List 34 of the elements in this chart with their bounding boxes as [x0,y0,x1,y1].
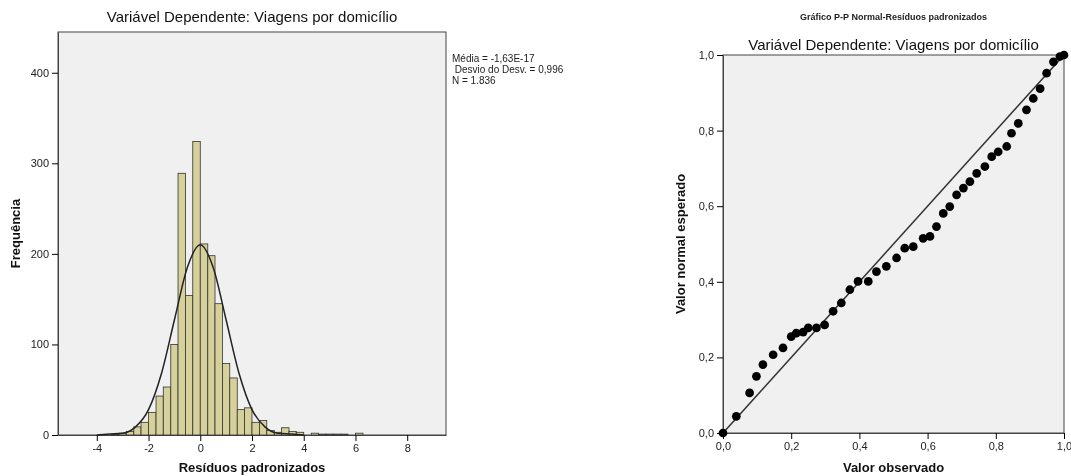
y-tick-label: 0 [42,429,49,442]
y-tick-label: 0,4 [698,275,714,288]
x-tick-label: -2 [144,441,154,454]
x-tick-label: 4 [301,441,308,454]
y-tick-label: 0,8 [698,124,714,137]
y-tick-label: 300 [30,157,49,170]
x-tick-label: 2 [249,441,256,454]
y-axis-title: Frequência [8,198,23,269]
chart-subtitle: Variável Dependente: Viagens por domicílio [748,36,1039,53]
x-axis-title: Valor observado [842,460,945,475]
y-tick-label: 200 [30,247,49,260]
x-tick-label: 0,6 [920,439,936,452]
chart-title: Variável Dependente: Viagens por domicílio [106,8,398,25]
y-tick-label: 1,0 [698,49,714,62]
x-tick-label: 0,2 [784,439,800,452]
x-axis-title: Resíduos padronizados [178,460,326,475]
y-tick-label: 0,2 [698,351,714,364]
x-tick-label: 1,0 [1056,439,1071,452]
x-tick-label: 0,0 [715,439,732,452]
x-tick-label: 0,4 [852,439,868,452]
x-tick-label: -4 [92,441,103,454]
text: Desvio do Desv. = 0,996 [452,64,564,75]
y-tick-label: 0,0 [698,427,714,440]
x-tick-label: 8 [404,441,411,454]
y-tick-label: 100 [30,338,49,351]
y-axis-title: Valor normal esperado [673,173,688,315]
x-tick-label: 6 [352,441,360,454]
text: Média = -1,63E-17 [452,53,535,64]
y-tick-label: 0,6 [698,200,714,213]
x-tick-label: 0,8 [988,439,1004,452]
text: N = 1.836 [452,75,497,86]
y-tick-label: 400 [30,66,49,79]
x-tick-label: 0 [197,441,204,454]
chart-title: Gráfico P-P Normal-Resíduos padronizados [800,12,987,22]
